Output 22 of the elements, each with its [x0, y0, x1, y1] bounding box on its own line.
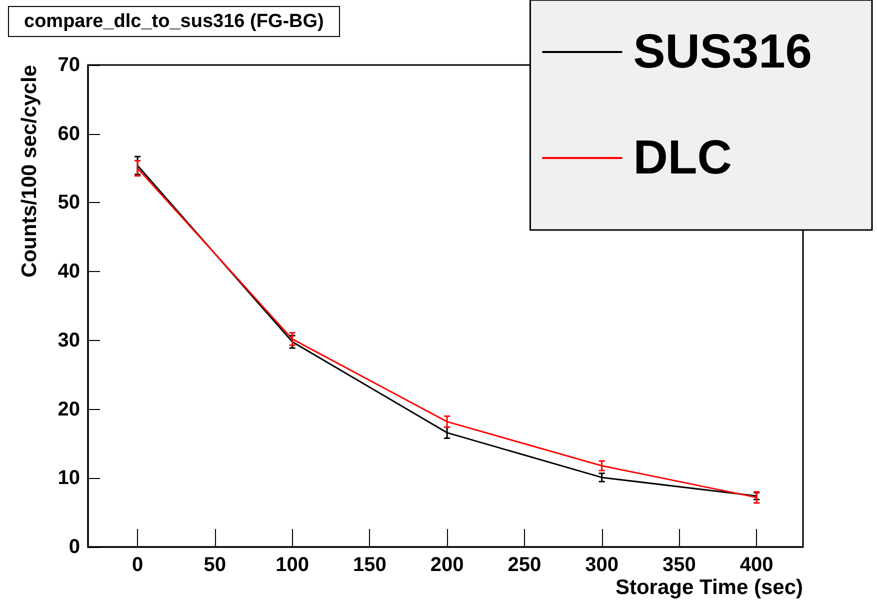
chart-title: compare_dlc_to_sus316 (FG-BG)	[24, 11, 324, 32]
x-tick-label: 150	[352, 554, 386, 576]
y-tick-label: 40	[58, 260, 80, 283]
x-axis-title: Storage Time (sec)	[615, 576, 803, 599]
x-tick-label: 100	[276, 554, 309, 576]
x-tick-label: 350	[662, 554, 696, 576]
y-tick-label: 10	[58, 467, 80, 490]
y-tick-label: 0	[68, 536, 80, 558]
x-tick-label: 300	[585, 554, 618, 576]
y-tick-label: 70	[58, 54, 80, 76]
x-tick-label: 250	[508, 554, 542, 576]
y-tick-label: 20	[58, 398, 80, 420]
x-tick-label: 0	[132, 554, 144, 576]
x-tick-label: 400	[740, 554, 774, 576]
y-tick-label: 60	[58, 122, 80, 145]
legend-label: SUS316	[633, 26, 812, 78]
x-tick-label: 200	[430, 554, 464, 576]
y-axis-title: Counts/100 sec/cycle	[18, 65, 41, 278]
y-tick-label: 30	[58, 329, 80, 352]
y-tick-label: 50	[58, 192, 80, 214]
legend-label: DLC	[633, 132, 732, 184]
x-tick-label: 50	[204, 554, 226, 576]
